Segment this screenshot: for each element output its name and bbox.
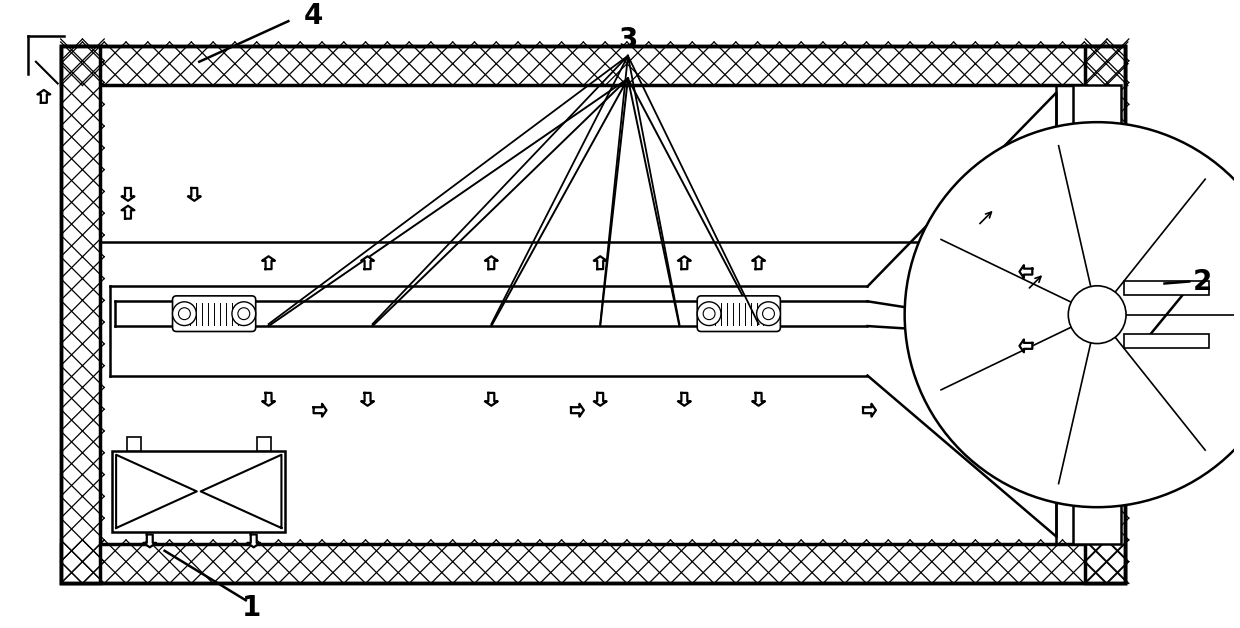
Bar	[1085, 46, 1125, 583]
Polygon shape	[37, 90, 51, 103]
Polygon shape	[1019, 339, 1033, 352]
Polygon shape	[122, 188, 134, 201]
Polygon shape	[678, 393, 691, 406]
Bar	[61, 46, 1125, 583]
Circle shape	[232, 302, 255, 325]
Bar	[257, 437, 270, 451]
Bar	[126, 437, 141, 451]
Bar	[100, 85, 1085, 544]
Text: 1: 1	[242, 594, 262, 622]
Polygon shape	[361, 256, 374, 269]
FancyBboxPatch shape	[697, 296, 780, 332]
Circle shape	[1069, 286, 1126, 344]
Polygon shape	[262, 393, 275, 406]
Polygon shape	[594, 393, 606, 406]
Circle shape	[238, 308, 249, 320]
Text: 4: 4	[304, 3, 322, 30]
Polygon shape	[314, 404, 326, 416]
FancyBboxPatch shape	[172, 296, 255, 332]
Polygon shape	[594, 256, 606, 269]
Polygon shape	[753, 393, 765, 406]
Bar	[1123, 334, 1209, 348]
Polygon shape	[188, 188, 201, 201]
Polygon shape	[122, 206, 134, 219]
Polygon shape	[753, 256, 765, 269]
Text: 2: 2	[1193, 268, 1211, 296]
Circle shape	[763, 308, 775, 320]
Bar	[61, 46, 100, 583]
Polygon shape	[485, 393, 497, 406]
Circle shape	[756, 302, 780, 325]
Bar	[112, 451, 285, 532]
Bar	[1055, 297, 1074, 332]
Bar	[61, 544, 1125, 583]
Polygon shape	[144, 534, 156, 548]
Circle shape	[172, 302, 196, 325]
Polygon shape	[247, 534, 260, 548]
Circle shape	[179, 308, 191, 320]
Polygon shape	[863, 404, 875, 416]
Bar	[1074, 85, 1121, 544]
Polygon shape	[201, 455, 281, 528]
Polygon shape	[361, 393, 374, 406]
Polygon shape	[117, 455, 197, 528]
Circle shape	[703, 308, 715, 320]
Polygon shape	[485, 256, 497, 269]
Text: 3: 3	[619, 26, 637, 54]
Polygon shape	[678, 256, 691, 269]
Polygon shape	[262, 256, 275, 269]
Polygon shape	[1019, 265, 1033, 278]
Bar	[1123, 281, 1209, 295]
Bar	[61, 46, 1125, 85]
Polygon shape	[570, 404, 584, 416]
Circle shape	[697, 302, 720, 325]
Circle shape	[905, 122, 1240, 507]
FancyBboxPatch shape	[1120, 261, 1213, 368]
